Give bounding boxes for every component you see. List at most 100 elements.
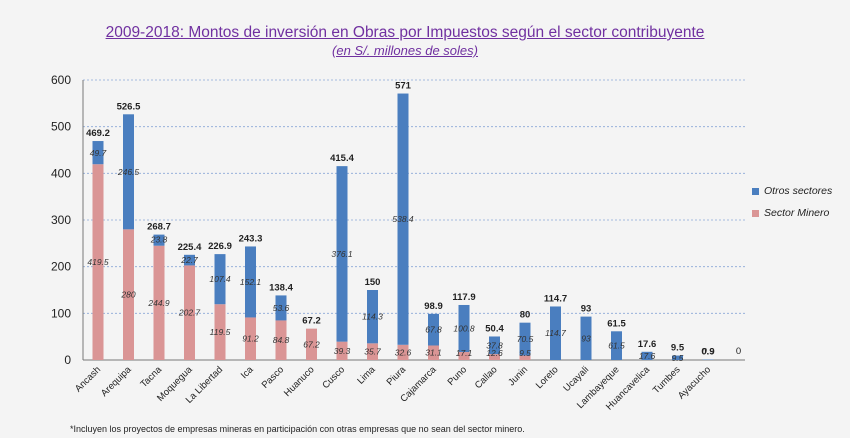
data-label-total: 9.5 bbox=[671, 343, 685, 354]
x-tick-label: Ayacucho bbox=[676, 364, 713, 401]
bar-minero bbox=[184, 265, 195, 360]
legend-label-otros: Otros sectores bbox=[764, 185, 833, 197]
x-tick-label: Callao bbox=[473, 364, 500, 391]
data-label-otros: 37.8 bbox=[486, 340, 503, 350]
bar-minero bbox=[397, 344, 409, 360]
bar-minero bbox=[336, 341, 348, 360]
data-label-minero: 84.8 bbox=[273, 335, 290, 345]
data-label-minero: 244.9 bbox=[147, 298, 170, 308]
data-label-minero: 39.3 bbox=[334, 346, 351, 356]
data-label-extra: 0 bbox=[736, 346, 741, 357]
x-tick-label: Loreto bbox=[534, 364, 561, 391]
data-label-minero: 202.7 bbox=[178, 308, 201, 318]
data-label-otros: 107.4 bbox=[209, 274, 231, 284]
data-label-minero: 67.2 bbox=[303, 339, 320, 349]
bar-minero bbox=[123, 229, 134, 360]
data-label-total: 114.7 bbox=[544, 293, 567, 304]
bar-otros bbox=[184, 254, 195, 266]
x-tick-label: Ancash bbox=[73, 364, 103, 394]
bar-minero bbox=[519, 355, 531, 360]
legend-swatch-minero bbox=[752, 209, 759, 217]
data-label-total: 98.9 bbox=[424, 301, 443, 312]
footnote: *Incluyen los proyectos de empresas mine… bbox=[70, 424, 525, 434]
x-tick-label: Piura bbox=[385, 364, 409, 388]
data-label-minero: 119.5 bbox=[210, 327, 231, 337]
bar-otros bbox=[214, 254, 226, 305]
data-label-total: 571 bbox=[395, 81, 412, 92]
data-label-otros: 0.9 bbox=[702, 346, 714, 356]
bar-minero bbox=[367, 343, 378, 360]
data-label-otros: 538.4 bbox=[392, 214, 414, 224]
data-label-total: 226.9 bbox=[208, 241, 232, 252]
legend-label-minero: Sector Minero bbox=[764, 207, 830, 219]
x-tick-label: Arequipa bbox=[99, 364, 134, 399]
data-label-otros: 22.7 bbox=[180, 255, 198, 265]
data-label-otros: 23.8 bbox=[150, 235, 168, 245]
data-label-total: 225.4 bbox=[178, 242, 202, 253]
legend-item-otros: Otros sectores bbox=[752, 185, 832, 197]
data-label-total: 526.5 bbox=[117, 101, 141, 112]
bar-otros bbox=[672, 355, 683, 360]
chart-subtitle: (en S/. millones de soles) bbox=[332, 43, 478, 58]
data-label-otros: 49.7 bbox=[90, 148, 107, 158]
data-label-total: 93 bbox=[581, 304, 592, 315]
bar-otros bbox=[92, 141, 104, 165]
data-label-otros: 152.1 bbox=[240, 277, 262, 287]
data-label-total: 469.2 bbox=[86, 128, 110, 139]
data-label-total: 0.9 bbox=[701, 347, 714, 358]
data-label-total: 117.9 bbox=[452, 292, 475, 303]
data-label-total: 61.5 bbox=[607, 318, 626, 329]
x-tick-label: Puno bbox=[446, 364, 469, 387]
data-label-minero: 17.1 bbox=[456, 348, 473, 358]
bar-otros bbox=[489, 336, 500, 355]
y-tick-label: 500 bbox=[51, 120, 71, 134]
bar-minero bbox=[458, 352, 470, 360]
data-label-otros: 9.5 bbox=[672, 353, 684, 363]
data-label-otros: 246.5 bbox=[117, 167, 140, 177]
bar-otros bbox=[336, 166, 348, 342]
data-label-minero: 280 bbox=[120, 290, 135, 300]
data-label-otros: 53.6 bbox=[273, 303, 290, 313]
data-label-minero: 91.2 bbox=[242, 334, 259, 344]
data-label-total: 415.4 bbox=[330, 153, 354, 164]
data-label-minero: 32.6 bbox=[395, 347, 412, 357]
x-tick-label: Tacna bbox=[138, 364, 164, 390]
y-tick-label: 200 bbox=[51, 260, 71, 274]
data-label-total: 150 bbox=[365, 277, 381, 288]
bar-otros bbox=[397, 93, 409, 345]
data-label-otros: 67.8 bbox=[425, 325, 442, 335]
data-label-minero: 35.7 bbox=[364, 347, 381, 357]
bar-otros bbox=[428, 313, 439, 346]
bar-minero bbox=[245, 317, 256, 360]
data-label-minero: 419.5 bbox=[87, 257, 109, 267]
bar-minero bbox=[275, 320, 287, 360]
x-tick-label: Lima bbox=[355, 364, 378, 387]
data-label-minero: 31.1 bbox=[425, 348, 442, 358]
data-label-otros: 114.3 bbox=[362, 312, 383, 322]
data-label-otros: 114.7 bbox=[545, 328, 566, 338]
data-label-total: 50.4 bbox=[485, 323, 504, 334]
data-label-otros: 376.1 bbox=[331, 249, 353, 259]
data-label-total: 138.4 bbox=[269, 282, 293, 293]
x-tick-label: Junin bbox=[506, 364, 530, 388]
bar-minero bbox=[153, 245, 165, 360]
bar-otros bbox=[580, 316, 592, 360]
bar-otros bbox=[641, 351, 653, 360]
legend-swatch-otros bbox=[752, 187, 759, 195]
chart-title: 2009-2018: Montos de inversión en Obras … bbox=[105, 24, 705, 41]
y-tick-label: 600 bbox=[51, 73, 71, 87]
data-label-otros: 70.5 bbox=[517, 334, 534, 344]
bar-otros bbox=[153, 234, 165, 246]
y-tick-label: 400 bbox=[51, 166, 71, 180]
data-label-total: 243.3 bbox=[239, 233, 263, 244]
bar-otros bbox=[123, 114, 134, 230]
data-label-otros: 100.8 bbox=[453, 324, 475, 334]
bar-minero bbox=[428, 345, 439, 360]
y-tick-label: 300 bbox=[51, 213, 71, 227]
x-tick-label: Ica bbox=[239, 364, 256, 381]
data-label-otros: 17.6 bbox=[639, 351, 656, 361]
data-label-total: 268.7 bbox=[147, 222, 171, 233]
legend-item-minero: Sector Minero bbox=[752, 207, 829, 219]
data-label-total: 17.6 bbox=[638, 339, 657, 350]
